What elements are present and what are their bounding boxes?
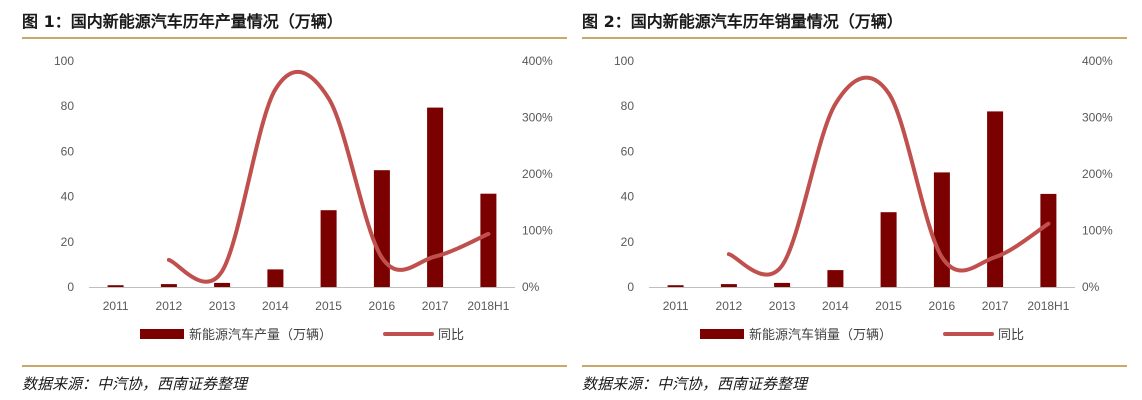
y-tick-label: 100 bbox=[614, 54, 634, 68]
figure-1-panel: 图 1：国内新能源汽车历年产量情况（万辆） 0 20 40 60 80 100 0% 100%… bbox=[22, 0, 567, 400]
x-tick-label: 2014 bbox=[262, 299, 289, 313]
figure-2-source: 数据来源：中汽协，西南证券整理 bbox=[582, 375, 808, 393]
x-tick-label: 2017 bbox=[982, 299, 1009, 313]
y2-tick-label: 400% bbox=[522, 54, 553, 68]
legend-bar-swatch bbox=[700, 329, 744, 339]
figure-2-bottom-rule bbox=[582, 365, 1127, 367]
bar-2012 bbox=[160, 284, 177, 287]
y2-tick-label: 300% bbox=[522, 111, 553, 125]
bar-2015 bbox=[320, 210, 337, 287]
y2-tick-label: 0% bbox=[522, 280, 540, 294]
y-tick-label: 20 bbox=[61, 235, 75, 249]
bar-2018H1 bbox=[1040, 193, 1057, 287]
bar-2014 bbox=[267, 269, 284, 287]
bar-2014 bbox=[827, 270, 844, 287]
y2-tick-label: 0% bbox=[1082, 280, 1100, 294]
legend-line-label: 同比 bbox=[998, 328, 1024, 343]
x-tick-label: 2015 bbox=[315, 299, 342, 313]
bar-2013 bbox=[774, 282, 791, 287]
bar-2016 bbox=[373, 170, 390, 287]
figure-1-title: 图 1：国内新能源汽车历年产量情况（万辆） bbox=[22, 12, 343, 31]
legend-bar-swatch bbox=[140, 329, 184, 339]
figure-1-chart: 0 20 40 60 80 100 0% 100% 200% 300% 400% 2011 2012 20… bbox=[54, 54, 553, 343]
legend-line-label: 同比 bbox=[438, 328, 464, 343]
x-tick-label: 2018H1 bbox=[467, 299, 509, 313]
figure-1-source: 数据来源：中汽协，西南证券整理 bbox=[22, 375, 248, 393]
y-tick-label: 60 bbox=[621, 144, 635, 158]
x-tick-label: 2017 bbox=[422, 299, 449, 313]
y-tick-label: 20 bbox=[621, 235, 635, 249]
bar-2011 bbox=[667, 285, 684, 287]
bar-2017 bbox=[987, 111, 1004, 288]
x-tick-label: 2011 bbox=[103, 299, 129, 313]
legend-bar-label: 新能源汽车产量（万辆） bbox=[189, 327, 332, 343]
x-tick-label: 2013 bbox=[769, 299, 796, 313]
x-tick-label: 2016 bbox=[369, 299, 396, 313]
x-tick-label: 2011 bbox=[663, 299, 689, 313]
bar-2013 bbox=[214, 282, 231, 287]
y-tick-label: 80 bbox=[621, 99, 635, 113]
bar-2017 bbox=[427, 107, 444, 287]
y2-tick-label: 200% bbox=[522, 167, 553, 181]
y2-tick-label: 300% bbox=[1082, 111, 1113, 125]
bar-2011 bbox=[107, 285, 124, 287]
y2-tick-label: 100% bbox=[1082, 224, 1113, 238]
y-tick-label: 40 bbox=[61, 190, 75, 204]
y2-tick-label: 100% bbox=[522, 224, 553, 238]
x-tick-label: 2015 bbox=[875, 299, 902, 313]
figure-2-chart: 0 20 40 60 80 100 0% 100% 200% 300% 400% 2011 2012 20… bbox=[614, 54, 1113, 343]
bar-2015 bbox=[880, 212, 897, 287]
y-tick-label: 0 bbox=[67, 280, 74, 294]
figure-1-top-rule bbox=[22, 37, 567, 39]
y-tick-label: 0 bbox=[627, 280, 634, 294]
legend-bar-label: 新能源汽车销量（万辆） bbox=[749, 327, 892, 343]
bar-2012 bbox=[720, 284, 737, 287]
figure-1-bottom-rule bbox=[22, 365, 567, 367]
y-tick-label: 40 bbox=[621, 190, 635, 204]
y-tick-label: 100 bbox=[54, 54, 74, 68]
y-tick-label: 80 bbox=[61, 99, 75, 113]
y-tick-label: 60 bbox=[61, 144, 75, 158]
y2-tick-label: 400% bbox=[1082, 54, 1113, 68]
figure-2-panel: 图 2：国内新能源汽车历年销量情况（万辆） 0 20 40 60 80 100 0% 100%… bbox=[582, 0, 1127, 400]
x-tick-label: 2018H1 bbox=[1027, 299, 1069, 313]
x-tick-label: 2012 bbox=[716, 299, 743, 313]
bar-2016 bbox=[933, 172, 950, 287]
bar-2018H1 bbox=[480, 193, 497, 287]
x-tick-label: 2013 bbox=[209, 299, 236, 313]
figure-2-top-rule bbox=[582, 37, 1127, 39]
x-tick-label: 2014 bbox=[822, 299, 849, 313]
y2-tick-label: 200% bbox=[1082, 167, 1113, 181]
figure-2-title: 图 2：国内新能源汽车历年销量情况（万辆） bbox=[582, 12, 903, 31]
yoy-line bbox=[166, 69, 491, 284]
x-tick-label: 2012 bbox=[156, 299, 183, 313]
x-tick-label: 2016 bbox=[929, 299, 956, 313]
yoy-line bbox=[726, 75, 1051, 277]
